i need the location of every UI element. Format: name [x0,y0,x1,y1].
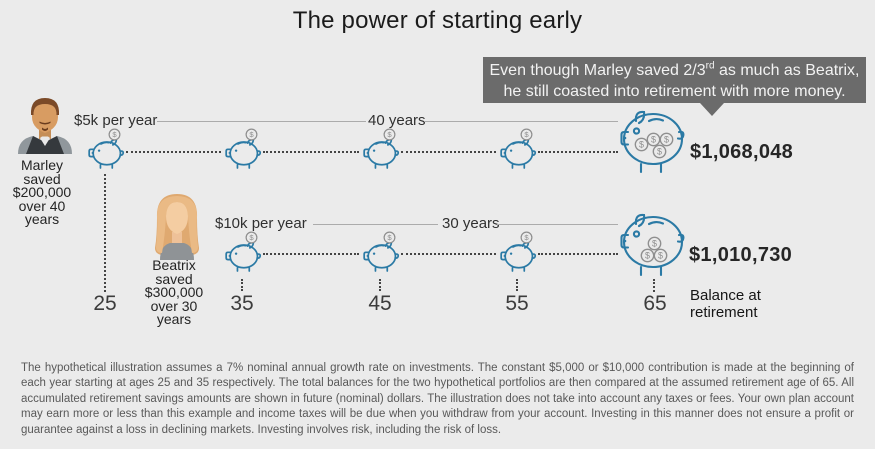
balance-at-retirement-label: Balance at retirement [690,287,761,321]
callout-line1-superscript: rd [705,60,715,72]
age-connector-dots-35 [241,279,243,291]
beatrix-caption-line: $300,000 [144,284,204,301]
beatrix-balance-value: $1,010,730 [689,244,793,266]
marley-caption: Marley saved $200,000 over 40 years [0,157,84,228]
coin-icon [520,231,533,244]
big-piggy-bank-beatrix-icon [616,211,688,277]
callout-line1-pre: Even though Marley saved 2/3 [489,62,706,79]
marley-leader-line-right [424,121,618,122]
big-piggy-bank-marley-icon [616,108,688,174]
callout-line1: Even though Marley saved 2/3rd as much a… [483,60,866,81]
callout-line1-post: as much as Beatrix, [714,62,860,79]
marley-timeline-dots [126,151,221,153]
marley-contribution-label: $5k per year [74,112,158,129]
age-connector-dots-65 [653,279,655,292]
marley-caption-line: saved [23,170,61,187]
marley-caption-line: Marley [20,157,63,173]
coin-icon [108,128,121,141]
marley-caption-line: years [24,211,60,228]
beatrix-timeline-dots [263,253,359,255]
marley-duration-label: 40 years [368,112,426,129]
age-label-55: 55 [505,292,529,315]
coin-icon [245,128,258,141]
age-label-35: 35 [230,292,254,315]
beatrix-timeline-dots [401,253,496,255]
callout-line2: he still coasted into retirement with mo… [503,83,846,100]
marley-timeline-dots [401,151,496,153]
beatrix-caption-line: Beatrix [152,257,196,273]
age-connector-dots-25 [104,174,106,292]
beatrix-caption-line: over 30 [150,297,198,314]
beatrix-contribution-label: $10k per year [215,215,307,232]
beatrix-leader-line-right [497,224,618,225]
beatrix-caption: Beatrix saved $300,000 over 30 years [130,257,218,328]
callout-bubble: Even though Marley saved 2/3rd as much a… [483,57,866,116]
marley-avatar-icon [12,96,78,154]
beatrix-avatar-icon [148,192,206,260]
age-label-65: 65 [643,292,667,315]
coin-icon [520,128,533,141]
age-connector-dots-55 [516,279,518,291]
marley-timeline-dots [538,151,618,153]
disclaimer-text: The hypothetical illustration assumes a … [21,362,854,436]
beatrix-caption-line: years [156,311,192,328]
coin-icon [383,128,396,141]
coin-icon [383,231,396,244]
page-title: The power of starting early [292,7,583,34]
marley-leader-line-left [157,121,366,122]
age-connector-dots-45 [379,279,381,291]
beatrix-leader-line-left [313,224,438,225]
beatrix-caption-line: saved [155,270,193,287]
coin-icon [245,231,258,244]
beatrix-duration-label: 30 years [442,215,500,232]
callout-pointer-triangle [700,103,724,116]
marley-caption-line: $200,000 [12,184,72,201]
age-label-45: 45 [368,292,392,315]
beatrix-timeline-dots [538,253,618,255]
marley-caption-line: over 40 [18,197,66,214]
age-label-25: 25 [93,292,117,315]
marley-timeline-dots [263,151,359,153]
marley-balance-value: $1,068,048 [690,141,794,163]
